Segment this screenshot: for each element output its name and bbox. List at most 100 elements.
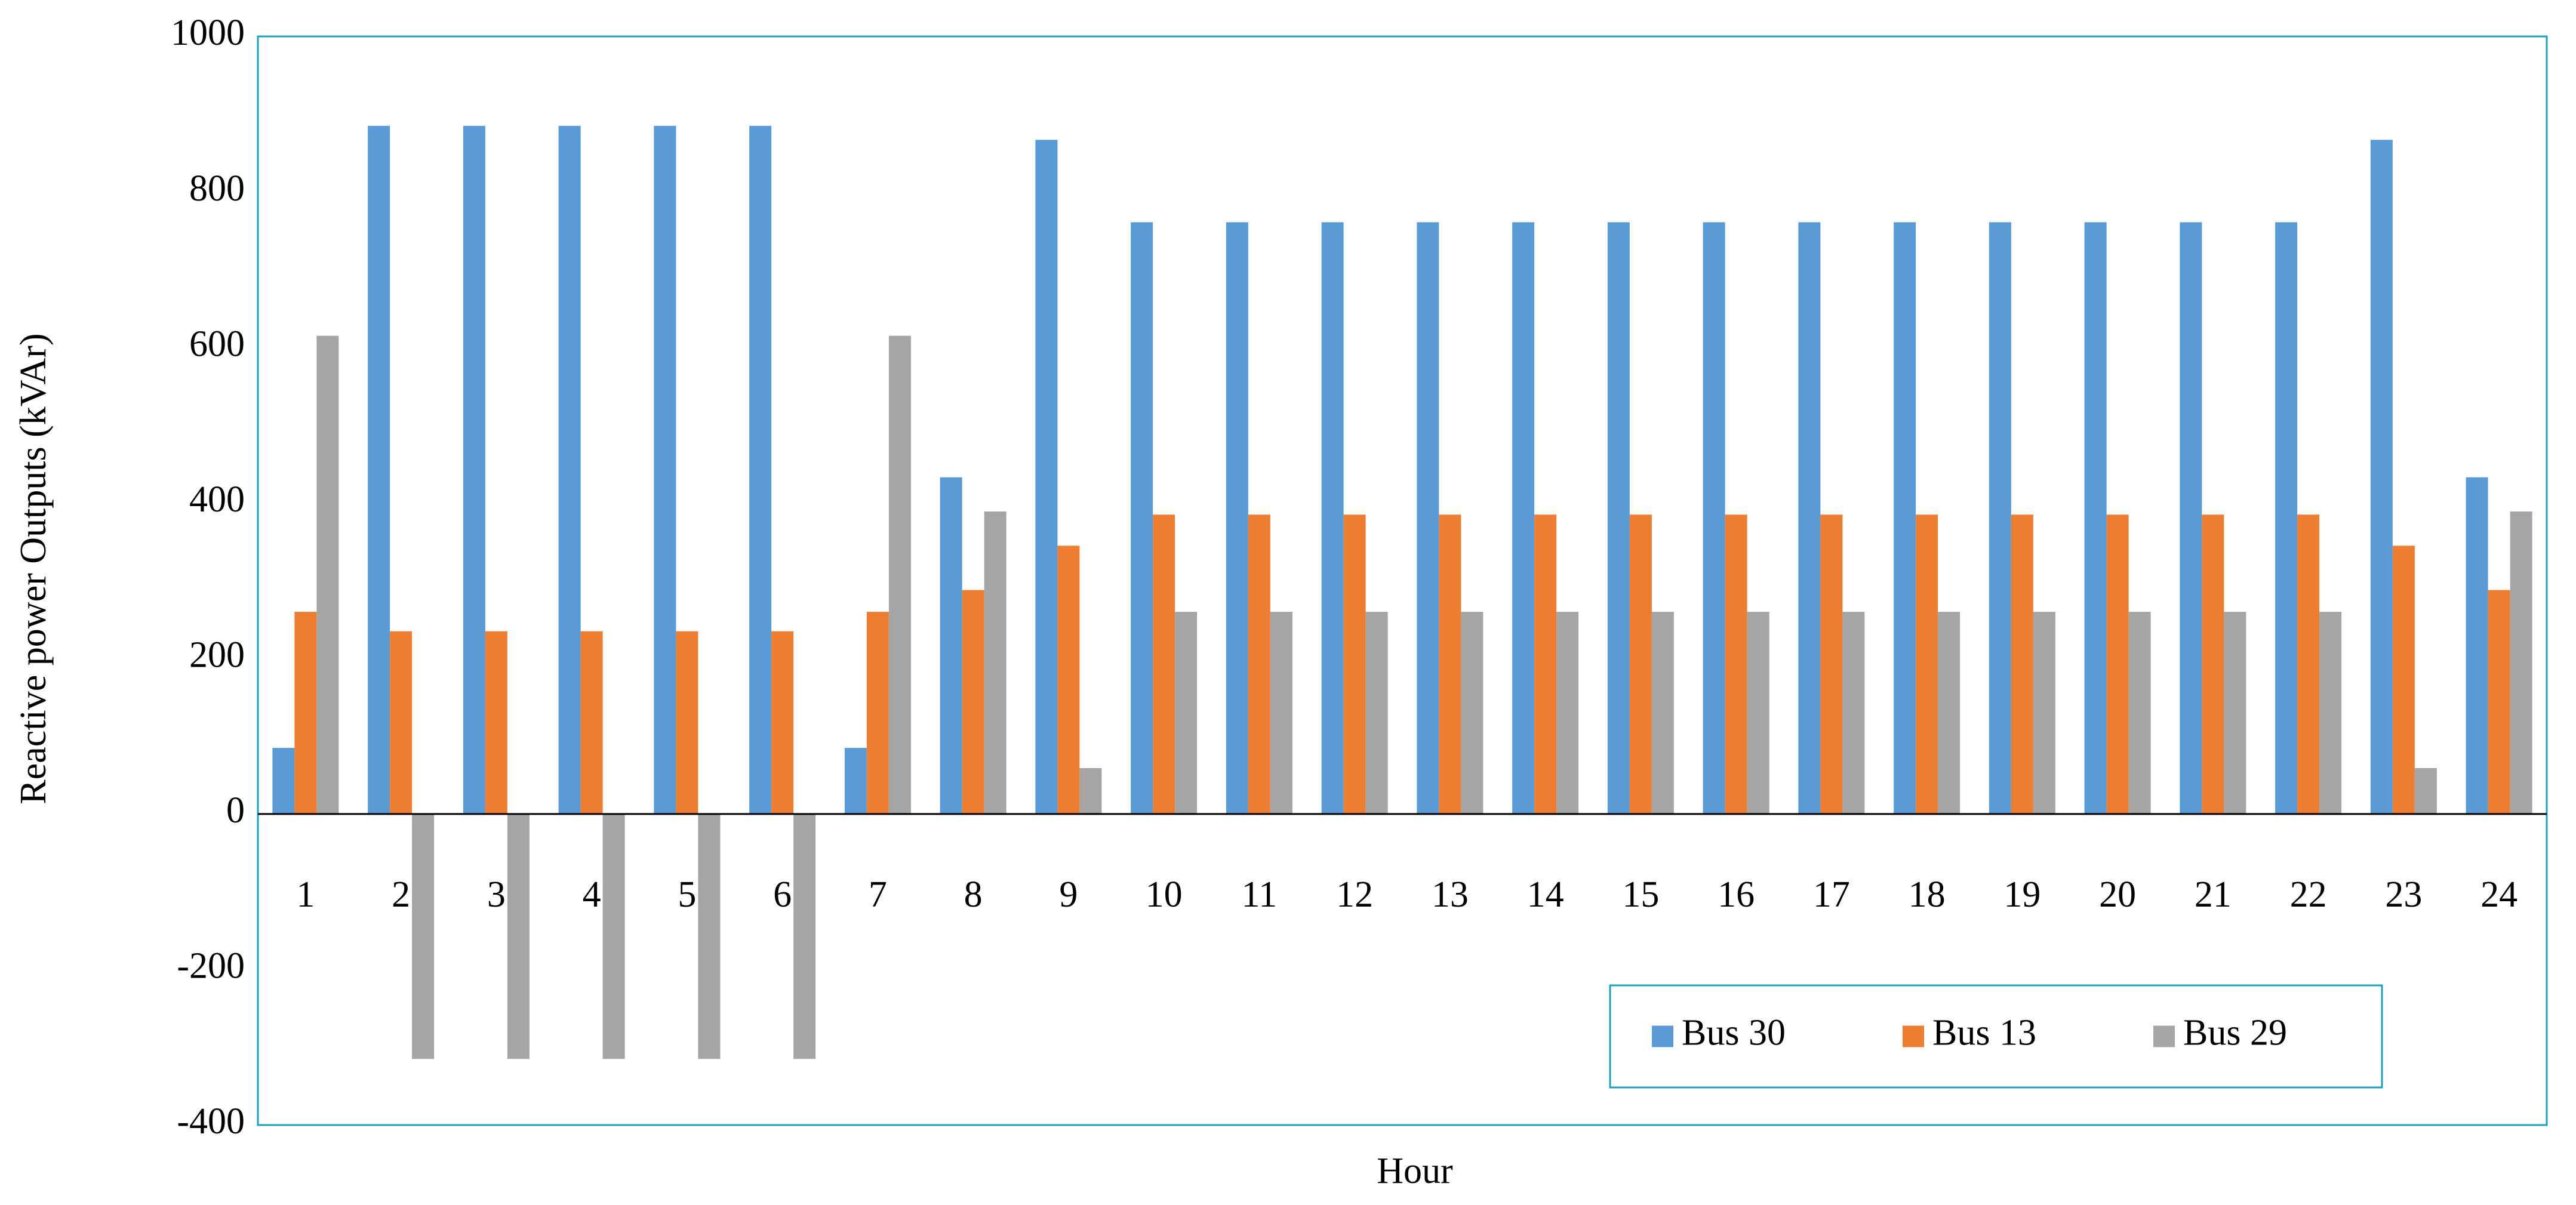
legend-label: Bus 29 — [2183, 1013, 2287, 1053]
bar — [2033, 612, 2055, 814]
legend-label: Bus 30 — [1682, 1013, 1786, 1053]
bar — [793, 813, 816, 1059]
bar — [1270, 612, 1292, 814]
x-tick-label: 7 — [869, 874, 887, 915]
bar — [1989, 222, 2011, 814]
bar — [412, 813, 435, 1059]
y-tick-label: -400 — [177, 1101, 245, 1142]
bar — [771, 631, 794, 814]
y-axis-title: Reactive power Outputs (kVAr) — [13, 333, 54, 804]
y-tick-label: 600 — [189, 323, 245, 364]
bar — [2275, 222, 2298, 814]
bar — [2011, 514, 2033, 814]
bar — [2488, 590, 2510, 814]
bar — [2180, 222, 2202, 814]
bar — [2106, 514, 2129, 814]
y-tick-label: 200 — [189, 635, 245, 676]
bar — [1512, 222, 1535, 814]
bar — [1703, 222, 1725, 814]
bar — [984, 511, 1007, 814]
bar — [1747, 612, 1769, 814]
y-tick-label: 1000 — [171, 13, 245, 53]
legend-swatch — [2153, 1025, 2175, 1047]
bar — [654, 125, 676, 814]
bar — [1153, 514, 1175, 814]
x-tick-label: 11 — [1242, 874, 1278, 915]
bar — [1439, 514, 1461, 814]
bar — [1248, 514, 1270, 814]
bar — [844, 748, 867, 814]
bar — [698, 813, 721, 1059]
bar — [1842, 612, 1865, 814]
x-tick-label: 3 — [487, 874, 506, 915]
x-tick-label: 19 — [2003, 874, 2041, 915]
x-tick-label: 9 — [1059, 874, 1078, 915]
bar — [558, 125, 581, 814]
bar — [294, 612, 317, 814]
bar — [940, 477, 962, 814]
bar — [888, 335, 911, 814]
bar — [272, 748, 295, 814]
bar — [368, 125, 390, 814]
bar — [1226, 222, 1248, 814]
bar — [390, 631, 413, 814]
bar — [1343, 514, 1366, 814]
legend: Bus 30 Bus 13 Bus 29 — [1609, 984, 2383, 1089]
bar — [2297, 514, 2320, 814]
x-tick-label: 6 — [773, 874, 792, 915]
bar — [1057, 546, 1080, 814]
bar — [580, 631, 603, 814]
bar — [1894, 222, 1916, 814]
bar — [1629, 514, 1652, 814]
bar — [2202, 514, 2224, 814]
bar — [1175, 612, 1198, 814]
x-tick-label: 23 — [2385, 874, 2422, 915]
bar — [485, 631, 507, 814]
bar — [2510, 511, 2532, 814]
legend-swatch — [1903, 1025, 1924, 1047]
bar — [1798, 222, 1821, 814]
bar — [1725, 514, 1747, 814]
bar — [676, 631, 698, 814]
bar — [2319, 612, 2342, 814]
bar — [1916, 514, 1938, 814]
bar — [602, 813, 625, 1059]
bar — [1651, 612, 1674, 814]
plot-area — [257, 35, 2548, 1126]
x-tick-label: 15 — [1622, 874, 1659, 915]
bar — [866, 612, 889, 814]
x-tick-label: 13 — [1432, 874, 1469, 915]
bar — [463, 125, 485, 814]
x-tick-label: 10 — [1146, 874, 1183, 915]
x-tick-label: 20 — [2099, 874, 2136, 915]
bar — [2414, 768, 2437, 814]
bar — [1556, 612, 1579, 814]
bar — [1417, 222, 1439, 814]
bar — [2370, 140, 2393, 814]
bar — [2128, 612, 2151, 814]
x-tick-label: 2 — [392, 874, 410, 915]
legend-swatch — [1652, 1025, 1673, 1047]
x-tick-label: 4 — [583, 874, 601, 915]
bar — [1079, 768, 1102, 814]
y-tick-label: 0 — [226, 790, 245, 831]
bar — [1607, 222, 1630, 814]
bar — [507, 813, 530, 1059]
x-tick-label: 14 — [1527, 874, 1564, 915]
legend-label: Bus 13 — [1932, 1013, 2036, 1053]
bar — [1131, 222, 1153, 814]
x-tick-label: 5 — [678, 874, 696, 915]
bar — [1534, 514, 1557, 814]
bar — [2224, 612, 2246, 814]
bar — [1938, 612, 1961, 814]
x-axis-title: Hour — [1377, 1151, 1453, 1191]
x-tick-label: 18 — [1909, 874, 1946, 915]
x-tick-label: 1 — [296, 874, 315, 915]
x-tick-label: 12 — [1336, 874, 1373, 915]
bar — [1820, 514, 1843, 814]
x-tick-label: 16 — [1718, 874, 1755, 915]
bar — [2084, 222, 2107, 814]
bar — [1461, 612, 1484, 814]
bar — [1365, 612, 1388, 814]
